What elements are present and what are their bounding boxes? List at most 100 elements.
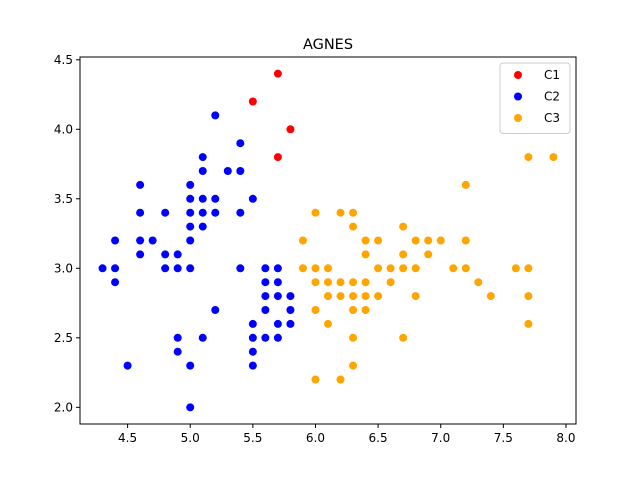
data-point: [449, 264, 458, 273]
data-point: [336, 208, 345, 217]
data-point: [349, 361, 358, 370]
data-point: [311, 306, 320, 315]
data-point: [349, 208, 358, 217]
data-point: [336, 375, 345, 384]
data-point: [524, 319, 533, 328]
legend-label: C1: [544, 68, 560, 82]
data-point: [161, 264, 170, 273]
data-point: [386, 278, 395, 287]
data-point: [248, 361, 257, 370]
data-point: [273, 153, 282, 162]
data-point: [161, 250, 170, 259]
data-point: [161, 208, 170, 217]
data-point: [311, 264, 320, 273]
data-point: [248, 347, 257, 356]
data-point: [286, 292, 295, 301]
data-point: [148, 236, 157, 245]
data-point: [273, 319, 282, 328]
data-point: [311, 208, 320, 217]
data-point: [549, 153, 558, 162]
data-point: [349, 222, 358, 231]
data-point: [324, 292, 332, 301]
data-point: [424, 250, 433, 259]
data-point: [198, 222, 207, 231]
data-point: [211, 306, 220, 315]
data-point: [236, 166, 245, 175]
x-tick-label: 6.0: [306, 431, 325, 445]
data-point: [399, 222, 408, 231]
y-tick-label: 4.5: [54, 53, 73, 67]
data-point: [374, 292, 383, 301]
data-point: [136, 236, 145, 245]
data-point: [411, 264, 420, 273]
data-point: [248, 97, 257, 106]
data-point: [198, 208, 207, 217]
series-C2: [98, 111, 295, 412]
data-point: [324, 278, 332, 287]
data-point: [223, 166, 232, 175]
y-tick-label: 2.5: [54, 331, 73, 345]
legend-label: C2: [544, 90, 560, 104]
data-point: [136, 250, 145, 259]
data-point: [286, 319, 295, 328]
data-point: [374, 236, 383, 245]
y-tick-label: 3.5: [54, 192, 73, 206]
data-point: [411, 292, 420, 301]
data-point: [261, 264, 270, 273]
data-point: [211, 208, 220, 217]
data-point: [236, 264, 245, 273]
data-point: [436, 236, 445, 245]
data-point: [198, 166, 207, 175]
data-point: [386, 264, 395, 273]
x-axis: 4.5 5.0 5.5 6.0 6.5 7.0 7.5 8.0: [118, 424, 576, 445]
data-point: [186, 208, 195, 217]
data-point: [198, 153, 207, 162]
data-point: [461, 180, 470, 189]
series-C1: [248, 69, 295, 162]
data-point: [273, 292, 282, 301]
data-point: [136, 208, 145, 217]
data-point: [524, 153, 533, 162]
series-C3: [298, 153, 558, 384]
data-point: [186, 236, 195, 245]
data-point: [399, 264, 408, 273]
data-point: [211, 111, 220, 120]
data-point: [411, 236, 420, 245]
data-point: [261, 306, 270, 315]
data-point: [524, 292, 533, 301]
data-point: [248, 333, 257, 342]
legend-marker: [514, 92, 522, 101]
data-point: [461, 236, 470, 245]
axes-frame: [79, 56, 577, 425]
data-point: [186, 222, 195, 231]
data-point: [111, 236, 120, 245]
data-point: [186, 264, 195, 273]
data-point: [236, 139, 245, 148]
legend-marker: [514, 114, 522, 122]
data-point: [361, 236, 370, 245]
data-point: [273, 69, 282, 78]
data-point: [186, 403, 195, 412]
data-point: [111, 278, 120, 287]
data-point: [336, 278, 345, 287]
data-point: [198, 194, 207, 203]
data-point: [261, 278, 270, 287]
data-point: [298, 236, 307, 245]
legend-marker: [514, 71, 522, 79]
data-point: [461, 264, 470, 273]
data-point: [486, 292, 495, 301]
data-point: [399, 250, 408, 259]
data-point: [248, 194, 257, 203]
y-tick-label: 4.0: [54, 122, 73, 136]
x-tick-label: 5.0: [181, 431, 200, 445]
data-point: [173, 264, 182, 273]
data-point: [349, 292, 358, 301]
data-point: [324, 264, 332, 273]
data-point: [349, 333, 358, 342]
y-axis: 2.0 2.5 3.0 3.5 4.0 4.5: [54, 53, 80, 414]
data-point: [136, 180, 145, 189]
x-tick-label: 7.0: [431, 431, 450, 445]
data-point: [236, 208, 245, 217]
data-point: [98, 264, 107, 273]
